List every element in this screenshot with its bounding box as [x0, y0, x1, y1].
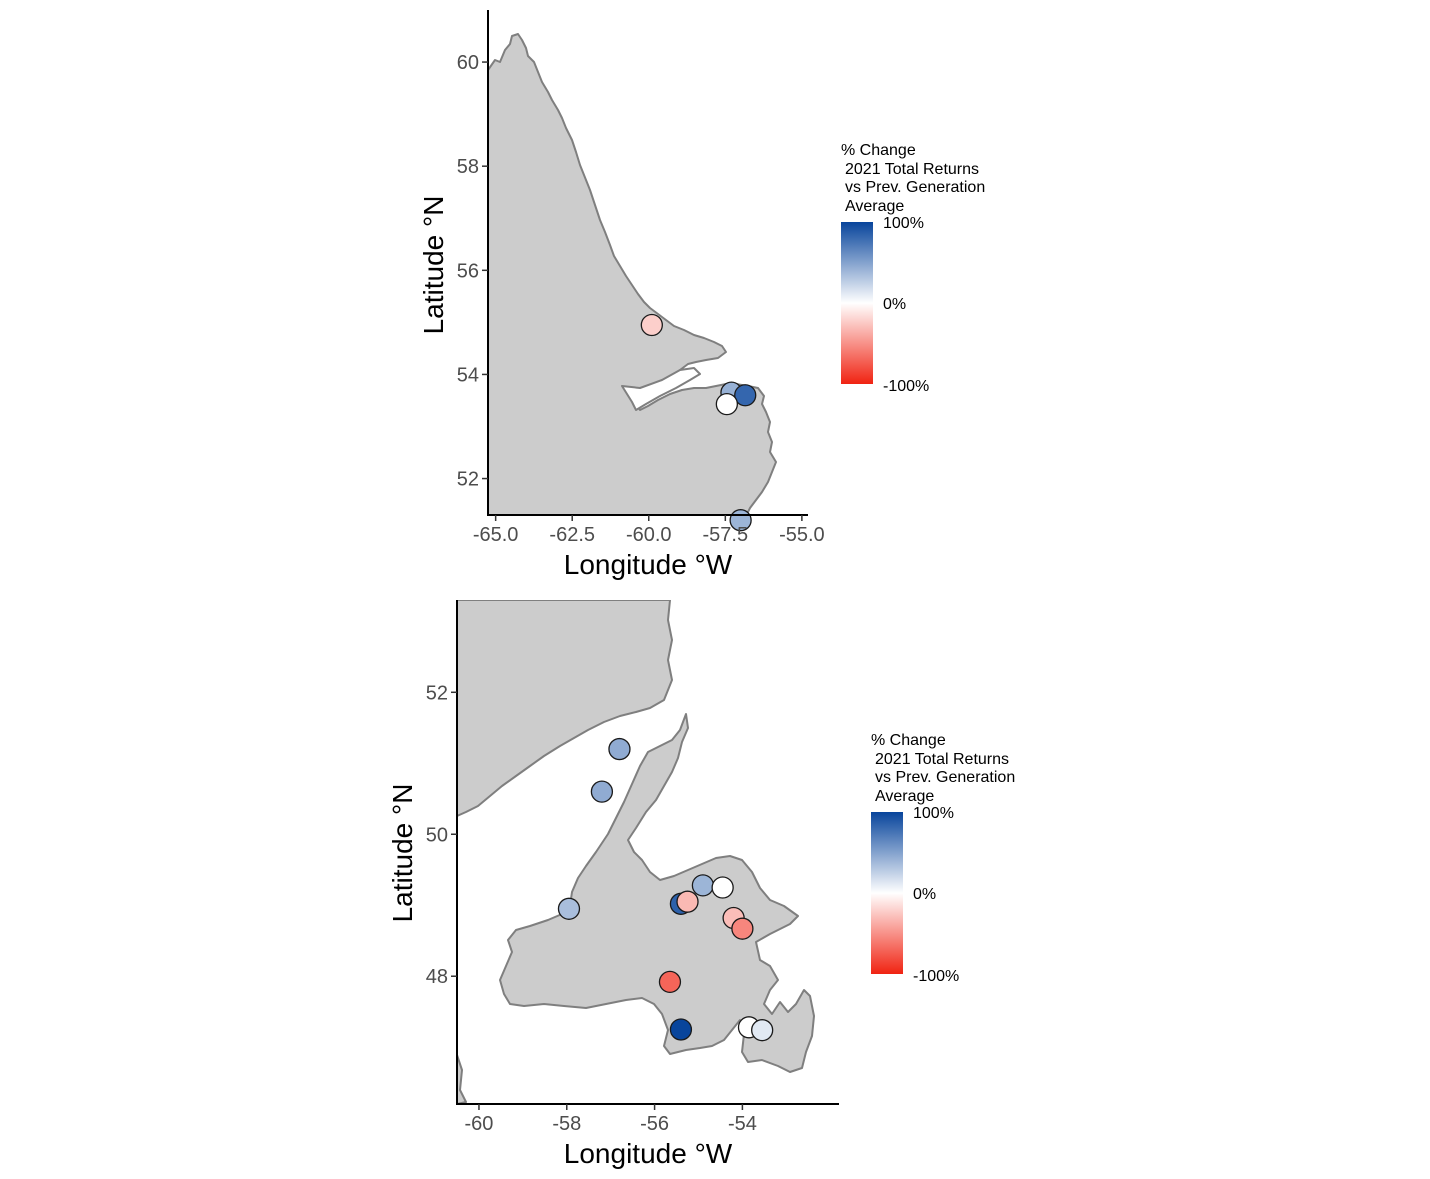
x-tick-label: -55.0 [779, 524, 825, 546]
legend-title-line-1: % Change [871, 732, 946, 749]
map-labrador: -65.0 -62.5 -60.0 -57.5 -55.0 52 54 56 58 60 Lon… [418, 10, 985, 580]
colorbar [871, 812, 903, 974]
x-ticks-labrador: -65.0 -62.5 -60.0 -57.5 -55.0 [473, 515, 825, 546]
site-marker [731, 917, 754, 940]
legend-title-line-3: vs Prev. Generation [845, 179, 985, 196]
y-axis-title: Latitude °N [418, 196, 449, 335]
legend-title-line-2: 2021 Total Returns [875, 751, 1009, 768]
legend-label-low: -100% [913, 968, 959, 985]
site-marker [557, 897, 581, 920]
site-marker [658, 970, 682, 994]
legend-label-high: 100% [883, 215, 924, 232]
legend-title-line-2: 2021 Total Returns [845, 161, 979, 178]
x-tick-label: -60.0 [626, 524, 672, 546]
x-ticks-newfoundland: -60 -58 -56 -54 [465, 1104, 757, 1135]
legend-label-mid: 0% [913, 886, 936, 903]
legend-title-line-3: vs Prev. Generation [875, 769, 1015, 786]
labrador-coast-landmass [457, 600, 673, 817]
site-marker [711, 876, 734, 899]
x-tick-label: -62.5 [549, 524, 595, 546]
y-tick-label: 50 [426, 824, 448, 846]
map-newfoundland: -60 -58 -56 -54 48 50 52 Longitude °W Latitud… [387, 600, 1015, 1169]
legend-label-high: 100% [913, 805, 954, 822]
x-tick-label: -57.5 [703, 524, 749, 546]
site-marker [590, 780, 614, 803]
legend-label-low: -100% [883, 378, 929, 395]
y-axis-title: Latitude °N [387, 784, 418, 923]
site-marker [691, 874, 715, 897]
x-tick-label: -54 [728, 1113, 757, 1135]
x-axis-title: Longitude °W [564, 1138, 733, 1169]
site-marker [608, 737, 631, 761]
x-tick-label: -65.0 [473, 524, 519, 546]
y-tick-label: 60 [457, 52, 479, 74]
legend-label-mid: 0% [883, 296, 906, 313]
y-tick-label: 58 [457, 156, 479, 178]
site-marker [715, 392, 739, 416]
labrador-landmass [488, 33, 777, 515]
legend-labrador: % Change 2021 Total Returns vs Prev. Gen… [841, 142, 985, 395]
y-tick-label: 52 [426, 682, 448, 704]
legend-title-line-1: % Change [841, 142, 916, 159]
y-tick-label: 48 [426, 966, 448, 988]
site-marker [751, 1019, 774, 1042]
legend-title-line-4: Average [845, 198, 904, 215]
x-tick-label: -58 [552, 1113, 581, 1135]
southwest-corner-landmass [457, 1054, 467, 1105]
x-tick-label: -56 [640, 1113, 669, 1135]
y-tick-label: 56 [457, 260, 479, 282]
y-tick-label: 54 [457, 364, 479, 386]
site-marker [669, 1018, 693, 1041]
sites-newfoundland [557, 737, 774, 1042]
y-tick-label: 52 [457, 469, 479, 491]
site-marker [734, 384, 757, 407]
y-ticks-newfoundland: 48 50 52 [426, 682, 457, 988]
site-marker [640, 313, 663, 337]
labrador-inlet [621, 367, 701, 411]
x-tick-label: -60 [465, 1113, 494, 1135]
site-marker [676, 890, 699, 913]
legend-title-line-4: Average [875, 788, 934, 805]
x-axis-title: Longitude °W [564, 549, 733, 580]
y-ticks-labrador: 52 54 56 58 60 [457, 52, 488, 491]
newfoundland-island [499, 713, 815, 1073]
legend-newfoundland: % Change 2021 Total Returns vs Prev. Gen… [871, 732, 1015, 985]
